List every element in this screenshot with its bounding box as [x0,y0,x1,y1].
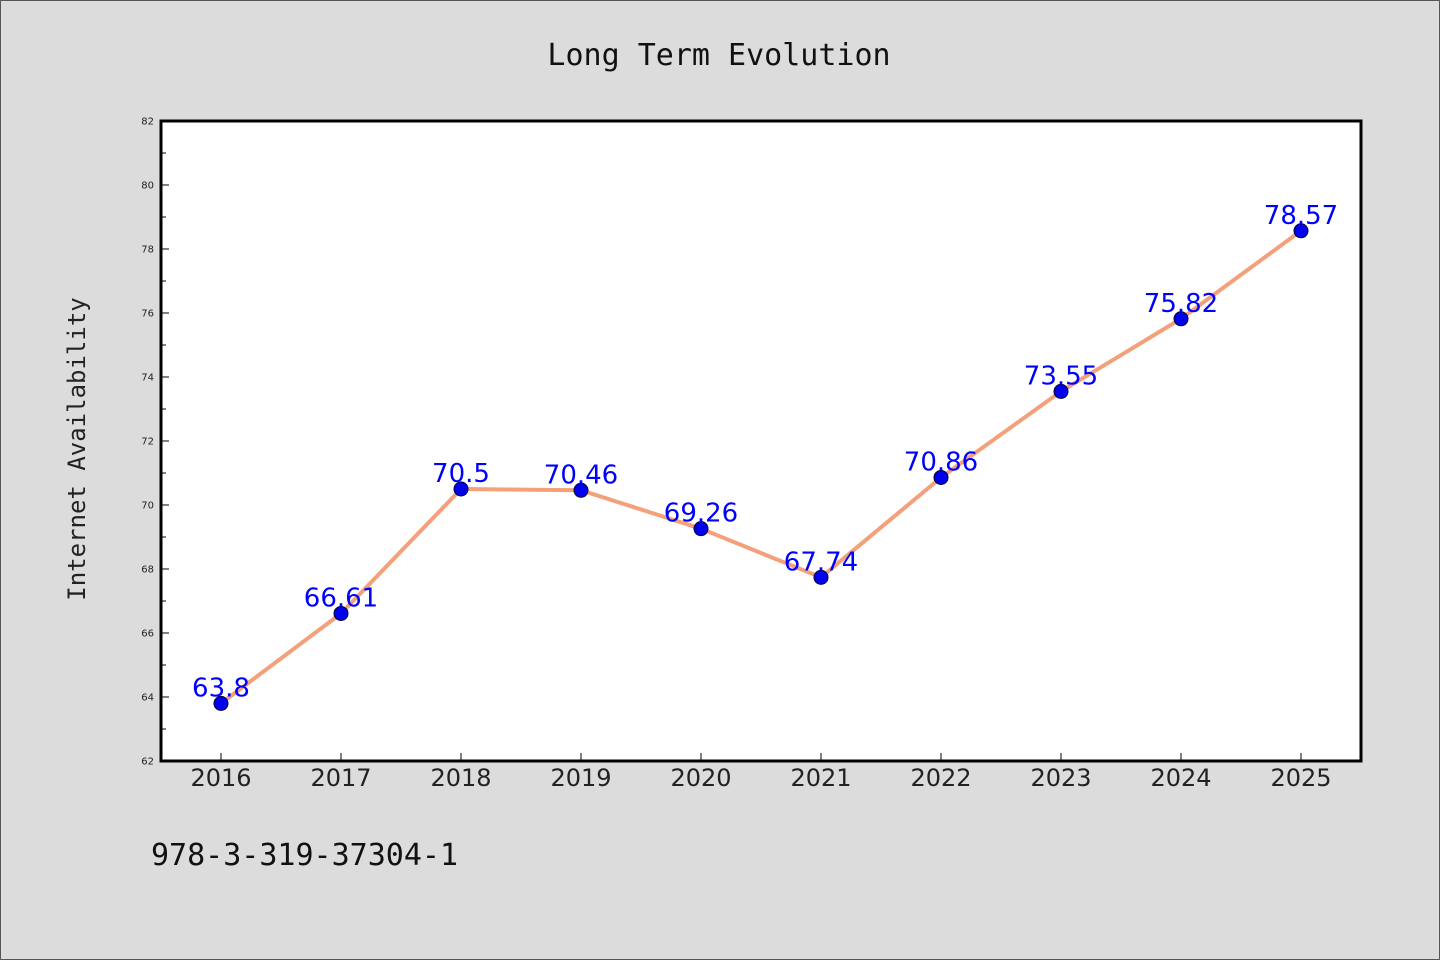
data-labels: 63.8 66.61 70.5 70.46 69.26 67.74 70.86 73.55 75… [192,201,1338,704]
plot-area [161,121,1361,761]
x-axis-ticks: 2016 2017 2018 2019 2020 2021 2022 2023 2024 2025 [190,753,1332,792]
data-label: 75.82 [1144,289,1218,319]
data-label: 70.5 [432,459,490,489]
y-tick-label: 72 [141,437,154,448]
data-point [333,605,349,621]
y-tick-label: 76 [141,309,154,320]
y-tick-label: 80 [141,181,154,192]
chart-title: Long Term Evolution [547,38,890,73]
data-point [813,569,829,585]
x-tick-label: 2021 [790,764,851,792]
data-point [933,469,949,485]
data-point [573,482,589,498]
data-point [693,521,709,537]
x-tick-label: 2018 [430,764,491,792]
data-point [1053,383,1069,399]
data-label: 69.26 [664,499,738,529]
footer-text: 978-3-319-37304-1 [151,838,458,873]
data-point [1173,311,1189,327]
y-tick-label: 64 [141,693,154,704]
x-tick-label: 2016 [190,764,251,792]
x-tick-label: 2024 [1150,764,1211,792]
x-tick-label: 2020 [670,764,731,792]
y-tick-label: 66 [141,629,154,640]
y-axis-ticks: 62 64 66 68 70 72 74 76 78 80 82 [141,117,169,768]
y-tick-label: 62 [141,757,154,768]
y-tick-label: 82 [141,117,154,128]
data-label: 78.57 [1264,201,1338,231]
x-tick-label: 2023 [1030,764,1091,792]
data-point [213,695,229,711]
data-label: 70.86 [904,447,978,477]
y-tick-label: 70 [141,501,154,512]
y-axis-label: Internet Availability [63,297,91,600]
data-point [453,481,469,497]
x-tick-label: 2019 [550,764,611,792]
x-tick-label: 2025 [1270,764,1331,792]
y-tick-label: 68 [141,565,154,576]
data-label: 70.46 [544,460,618,490]
data-label: 63.8 [192,673,250,703]
series-line [219,229,1303,706]
x-tick-label: 2017 [310,764,371,792]
data-label: 73.55 [1024,361,1098,391]
y-tick-label: 78 [141,245,154,256]
plot-frame [159,119,1363,763]
data-label: 66.61 [304,583,378,613]
y-tick-label: 74 [141,373,154,384]
x-tick-label: 2022 [910,764,971,792]
data-point [1293,223,1309,239]
data-label: 67.74 [784,547,858,577]
data-markers [213,223,1309,711]
